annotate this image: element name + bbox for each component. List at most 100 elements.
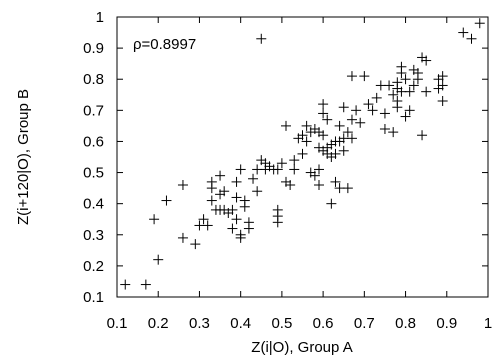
data-point bbox=[417, 130, 428, 141]
tick-marks bbox=[116, 16, 489, 298]
x-axis-title: Z(i|O), Group A bbox=[251, 339, 352, 356]
y-tick-labels: 0.1 0.2 0.3 0.4 0.5 0.6 0.7 0.8 0.9 1 bbox=[83, 9, 104, 306]
data-point bbox=[252, 186, 263, 197]
data-point bbox=[289, 155, 300, 166]
data-point bbox=[140, 279, 151, 290]
data-point bbox=[421, 86, 432, 97]
data-point bbox=[202, 220, 213, 231]
data-point bbox=[153, 254, 164, 265]
data-point bbox=[215, 170, 226, 181]
data-point bbox=[400, 111, 411, 122]
data-point bbox=[318, 130, 329, 141]
data-point bbox=[421, 55, 432, 66]
data-point bbox=[437, 96, 448, 106]
data-point bbox=[466, 33, 477, 44]
plot-frame bbox=[116, 16, 489, 298]
data-point bbox=[355, 117, 366, 128]
data-point bbox=[313, 164, 324, 175]
data-point bbox=[285, 180, 296, 190]
data-point bbox=[289, 164, 300, 175]
data-point bbox=[367, 105, 378, 116]
x-tick-label: 0.2 bbox=[148, 315, 169, 332]
data-point bbox=[334, 120, 345, 131]
data-point bbox=[346, 133, 357, 144]
data-point bbox=[437, 71, 448, 82]
data-point bbox=[400, 74, 411, 85]
data-point bbox=[338, 102, 349, 113]
data-point bbox=[177, 180, 188, 190]
x-tick-label: 0.9 bbox=[436, 315, 457, 332]
data-point bbox=[231, 214, 242, 225]
data-point bbox=[371, 92, 382, 103]
data-point bbox=[346, 71, 357, 82]
x-tick-labels: 0.1 0.2 0.3 0.4 0.5 0.6 0.7 0.8 0.9 1 bbox=[107, 315, 493, 332]
x-tick-label: 0.5 bbox=[271, 315, 292, 332]
data-point bbox=[379, 108, 390, 119]
correlation-annotation: ρ=0.8997 bbox=[133, 36, 196, 53]
data-point bbox=[297, 130, 308, 141]
data-point bbox=[379, 124, 390, 134]
data-point bbox=[326, 198, 337, 209]
data-point bbox=[219, 186, 230, 197]
data-point bbox=[149, 214, 160, 225]
data-point bbox=[408, 80, 419, 91]
data-point bbox=[198, 214, 209, 225]
data-point bbox=[227, 204, 238, 215]
y-tick-label: 0.7 bbox=[83, 102, 104, 119]
y-tick-label: 0.3 bbox=[83, 227, 104, 244]
x-tick-label: 0.8 bbox=[395, 315, 416, 332]
y-tick-label: 0.8 bbox=[83, 71, 104, 88]
y-tick-label: 0.5 bbox=[83, 165, 104, 182]
data-point bbox=[248, 173, 259, 184]
data-point bbox=[388, 127, 399, 138]
data-point bbox=[243, 223, 254, 234]
data-point bbox=[272, 164, 283, 175]
data-point bbox=[346, 114, 357, 125]
data-point bbox=[235, 232, 246, 243]
data-point bbox=[206, 195, 217, 206]
data-point bbox=[474, 18, 485, 29]
data-point bbox=[342, 183, 353, 194]
x-tick-label: 0.1 bbox=[107, 315, 128, 332]
x-tick-label: 0.4 bbox=[230, 315, 251, 332]
data-point bbox=[227, 223, 238, 234]
x-tick-label: 0.3 bbox=[189, 315, 210, 332]
y-axis-title: Z(i+120|O), Group B bbox=[15, 89, 32, 225]
data-point bbox=[404, 105, 415, 116]
data-points bbox=[120, 18, 485, 290]
data-point bbox=[206, 183, 217, 194]
data-point bbox=[301, 136, 312, 147]
x-tick-label: 1 bbox=[484, 315, 492, 332]
data-point bbox=[190, 239, 201, 250]
data-point bbox=[359, 71, 370, 82]
data-point bbox=[318, 108, 329, 119]
y-tick-label: 0.4 bbox=[83, 196, 104, 213]
data-point bbox=[404, 86, 415, 97]
y-tick-label: 0.9 bbox=[83, 40, 104, 57]
data-point bbox=[412, 74, 423, 85]
data-point bbox=[384, 80, 395, 91]
data-point bbox=[177, 232, 188, 243]
data-point bbox=[239, 201, 250, 212]
data-point bbox=[396, 61, 407, 72]
data-point bbox=[120, 279, 131, 290]
y-tick-label: 0.6 bbox=[83, 133, 104, 150]
data-point bbox=[351, 105, 362, 116]
data-point bbox=[363, 99, 374, 110]
data-point bbox=[330, 176, 341, 187]
data-point bbox=[338, 145, 349, 156]
data-point bbox=[231, 192, 242, 203]
x-tick-label: 0.7 bbox=[354, 315, 375, 332]
x-tick-label: 0.6 bbox=[313, 315, 334, 332]
data-point bbox=[342, 127, 353, 138]
data-point bbox=[437, 80, 448, 91]
data-point bbox=[297, 148, 308, 159]
data-point bbox=[161, 195, 172, 206]
data-point bbox=[318, 99, 329, 110]
data-point bbox=[231, 176, 242, 187]
y-tick-label: 1 bbox=[96, 9, 104, 26]
data-point bbox=[458, 27, 469, 38]
data-point bbox=[276, 158, 287, 169]
data-point bbox=[388, 89, 399, 100]
y-tick-label: 0.1 bbox=[83, 289, 104, 306]
